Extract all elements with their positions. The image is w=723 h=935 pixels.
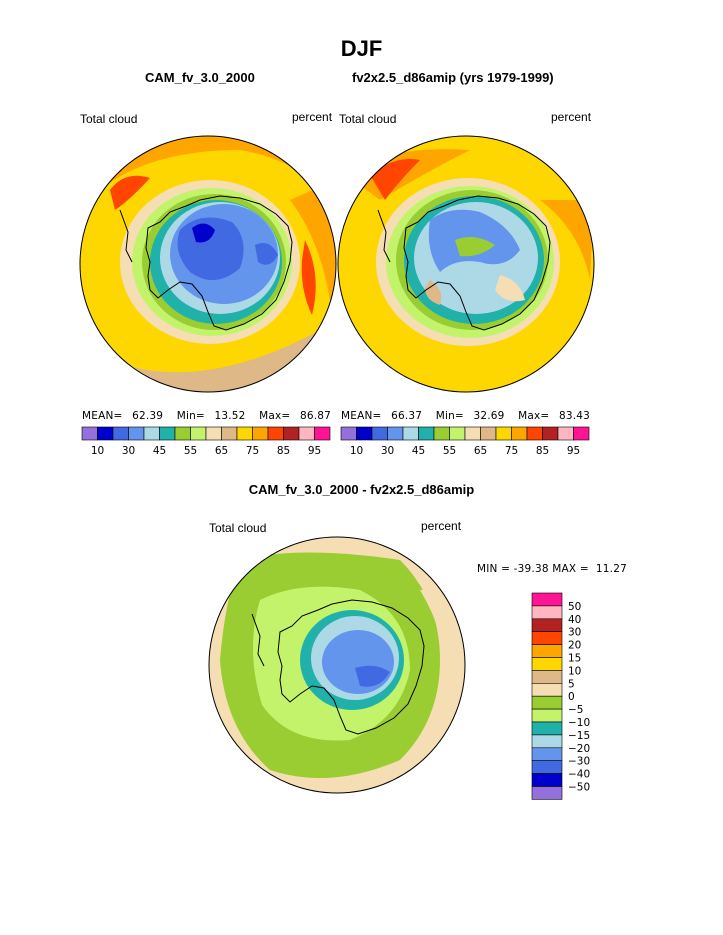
right-panel-subtitle: fv2x2.5_d86amip (yrs 1979-1999) — [352, 70, 554, 85]
page-title: DJF — [340, 36, 383, 61]
right-colorbar-tick-label: 45 — [412, 445, 425, 457]
right-variable-label: Total cloud — [339, 112, 397, 126]
diff-colorbar-tick-label: −30 — [568, 756, 590, 768]
right-colorbar-tick-label: 55 — [443, 445, 456, 457]
diff-colorbar-tick-label: −50 — [568, 782, 590, 794]
diff-units-label: percent — [421, 519, 462, 533]
diff-colorbar-tick-label: 20 — [568, 640, 581, 652]
left-max-label: Max= — [259, 410, 291, 422]
right-colorbar-tick-label: 30 — [381, 445, 394, 457]
left-mean-label: MEAN= — [82, 410, 123, 422]
left-colorbar-tick-label: 55 — [184, 445, 197, 457]
right-colorbar-tick-label: 65 — [474, 445, 487, 457]
left-colorbar-tick-label: 45 — [153, 445, 166, 457]
left-colorbar-tick-label: 10 — [91, 445, 104, 457]
left-panel-subtitle: CAM_fv_3.0_2000 — [145, 70, 255, 85]
left-variable-label: Total cloud — [80, 112, 138, 126]
diff-colorbar-tick-label: −15 — [568, 730, 590, 742]
left-colorbar-tick-label: 95 — [308, 445, 321, 457]
left-stats: MEAN= 62.39 Min= 13.52 Max= 86.87 — [82, 410, 331, 422]
diff-colorbar-cell — [531, 734, 563, 749]
diff-panel-subtitle: CAM_fv_3.0_2000 - fv2x2.5_d86amip — [248, 482, 475, 497]
left-max-value: 86.87 — [299, 410, 331, 422]
diff-colorbar-cell — [531, 786, 563, 800]
left-colorbar-tick-label: 65 — [215, 445, 228, 457]
diff-colorbar-tick-label: −20 — [568, 743, 590, 755]
diff-colorbar-tick-label: 5 — [568, 678, 575, 690]
right-colorbar: 10 30 45 55 65 75 85 95 — [340, 426, 590, 457]
diff-colorbar-cell — [531, 773, 563, 787]
right-colorbar-cell — [573, 426, 590, 441]
left-mean-value: 62.39 — [132, 410, 164, 422]
right-units-label: percent — [551, 110, 592, 124]
diff-variable-label: Total cloud — [209, 521, 267, 535]
left-min-value: 13.52 — [214, 410, 246, 422]
right-colorbar-tick-label: 85 — [536, 445, 549, 457]
diff-colorbar-cell — [531, 631, 563, 645]
diff-colorbar-tick-label: −5 — [568, 704, 583, 716]
diff-colorbar-cell — [531, 592, 563, 607]
left-units-label: percent — [292, 110, 333, 124]
diff-colorbar-cell — [531, 747, 563, 762]
right-colorbar-tick-label: 95 — [567, 445, 580, 457]
right-coastline — [403, 195, 551, 331]
right-stats: MEAN= 66.37 Min= 32.69 Max= 83.43 — [341, 410, 590, 422]
right-min-value: 32.69 — [473, 410, 505, 422]
diff-colorbar-cell — [531, 644, 563, 658]
diff-colorbar-tick-label: −40 — [568, 769, 590, 781]
left-colorbar-cell — [314, 426, 331, 441]
diff-colorbar-cell — [531, 618, 563, 632]
right-mean-label: MEAN= — [341, 410, 382, 422]
right-min-label: Min= — [435, 410, 464, 422]
diff-colorbar-cell — [531, 760, 563, 774]
diff-minmax: MIN = -39.38 MAX = 11.27 — [477, 563, 627, 575]
diff-colorbar-tick-label: 15 — [568, 653, 581, 665]
left-colorbar: 10 30 45 55 65 75 85 95 — [81, 426, 331, 457]
diff-colorbar-cell — [531, 683, 563, 697]
diff-colorbar-cell — [531, 657, 563, 671]
diff-coastline — [277, 599, 425, 735]
diff-colorbar-cell — [531, 708, 563, 723]
diff-colorbar-cell — [531, 605, 563, 620]
right-colorbar-tick-label: 10 — [350, 445, 363, 457]
left-colorbar-tick-label: 75 — [246, 445, 259, 457]
right-colorbar-tick-label: 75 — [505, 445, 518, 457]
right-max-value: 83.43 — [558, 410, 590, 422]
diff-colorbar-tick-label: 0 — [568, 691, 575, 703]
right-max-label: Max= — [518, 410, 550, 422]
left-coastline — [145, 195, 293, 331]
diff-colorbar-tick-label: −10 — [568, 717, 590, 729]
diff-colorbar-tick-label: 40 — [568, 614, 581, 626]
left-min-label: Min= — [176, 410, 205, 422]
diff-colorbar-tick-label: 30 — [568, 627, 581, 639]
diff-colorbar-tick-label: 50 — [568, 601, 581, 613]
diff-colorbar-cell — [531, 721, 563, 736]
diff-colorbar-cell — [531, 670, 563, 684]
diff-colorbar-tick-label: 10 — [568, 665, 581, 677]
left-colorbar-tick-label: 85 — [277, 445, 290, 457]
diff-colorbar-cell — [531, 695, 563, 710]
left-colorbar-tick-label: 30 — [122, 445, 135, 457]
right-mean-value: 66.37 — [391, 410, 423, 422]
